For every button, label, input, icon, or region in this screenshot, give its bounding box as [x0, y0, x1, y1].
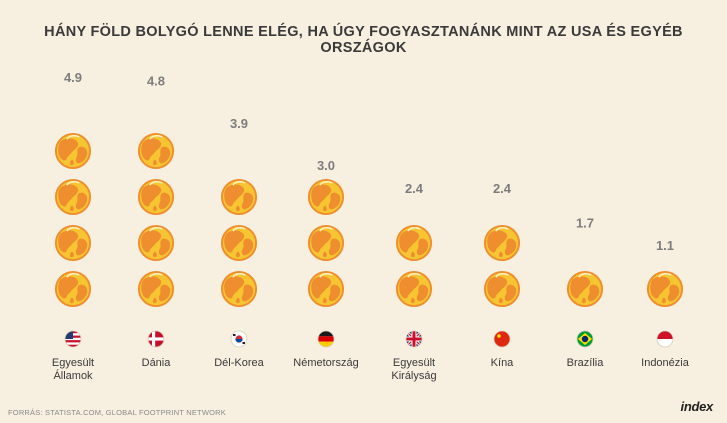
globe-icon: [483, 270, 521, 308]
kr-flag-icon: [230, 330, 248, 348]
bar-4: [307, 178, 345, 308]
index-logo: index: [680, 399, 714, 414]
globe-icon: [137, 270, 175, 308]
value-label: 1.1: [656, 238, 674, 253]
globe-icon: [307, 224, 345, 262]
globe-icon: [54, 224, 92, 262]
globe-icon: [307, 270, 345, 308]
category-label: Brazília: [567, 357, 605, 369]
gb-flag-icon: [405, 330, 423, 348]
value-label: 3.0: [317, 158, 335, 173]
globe-icon-partial: [566, 235, 604, 262]
globe-icon: [220, 270, 258, 308]
value-label: 2.4: [405, 181, 424, 196]
globe-icon: [137, 132, 175, 170]
globe-icon: [220, 178, 258, 216]
dk-flag-icon: [147, 330, 165, 348]
globe-icon: [220, 224, 258, 262]
globe-icon: [395, 224, 433, 262]
globe-icon: [646, 270, 684, 308]
value-label: 1.7: [576, 215, 594, 230]
globe-icon-partial: [54, 89, 92, 124]
globe-icon: [483, 224, 521, 262]
value-label: 3.9: [230, 116, 248, 131]
category-label: Egyesült Államok: [52, 357, 94, 382]
globe-icon-partial: [137, 93, 175, 124]
bar-1: [54, 89, 92, 308]
value-label: 4.8: [147, 74, 165, 89]
chart-title: HÁNY FÖLD BOLYGÓ LENNE ELÉG, HA ÚGY FOGY…: [44, 24, 683, 56]
id-flag-icon: [656, 330, 674, 348]
category-label: Egyesült Királyság: [391, 357, 436, 382]
source-note: FORRÁS: STATISTA.COM, GLOBAL FOOTPRINT N…: [8, 408, 226, 417]
globe-icon: [307, 178, 345, 216]
de-flag-icon: [317, 330, 335, 348]
category-label: Németország: [293, 357, 358, 369]
value-label: 2.4: [493, 181, 512, 196]
globe-icon: [137, 178, 175, 216]
us-flag-icon: [64, 330, 82, 348]
bar-3: [220, 135, 258, 308]
category-label: Dánia: [142, 357, 172, 369]
category-label: Kína: [491, 357, 515, 369]
globe-icon: [566, 270, 604, 308]
globe-icon: [137, 224, 175, 262]
br-flag-icon: [576, 330, 594, 348]
globe-icon: [395, 270, 433, 308]
value-label: 4.9: [64, 70, 82, 85]
globe-icon: [54, 178, 92, 216]
bar-7: [566, 235, 604, 308]
cn-flag-icon: [493, 330, 511, 348]
category-label: Indonézia: [641, 357, 690, 369]
category-label: Dél-Korea: [214, 357, 264, 369]
globe-icon: [54, 132, 92, 170]
globe-icon: [54, 270, 92, 308]
globe-icon-partial: [220, 135, 258, 170]
bar-6: [483, 200, 521, 308]
bar-2: [137, 93, 175, 308]
bar-5: [395, 200, 433, 308]
